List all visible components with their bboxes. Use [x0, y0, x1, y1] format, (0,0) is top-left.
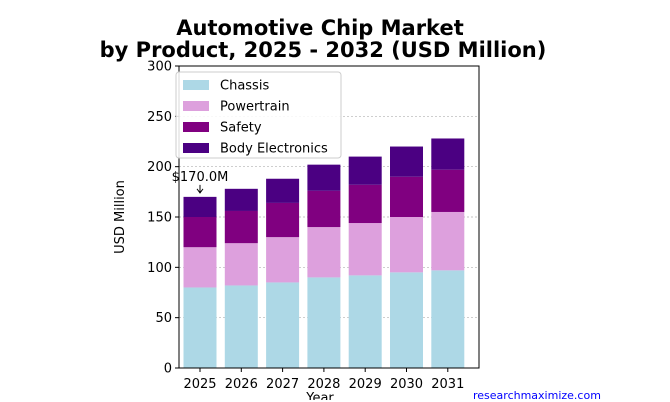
bar-body-electronics-2027	[266, 178, 300, 203]
bars	[183, 138, 465, 368]
y-tick-label-0: 0	[164, 362, 172, 377]
x-tick-label-2027: 2027	[266, 377, 299, 392]
x-axis-label: Year	[305, 391, 334, 400]
bar-powertrain-2027	[266, 237, 300, 283]
bar-body-electronics-2030	[390, 146, 423, 177]
bar-safety-2029	[348, 184, 382, 224]
legend-swatch-body-electronics	[183, 143, 209, 153]
bar-safety-2028	[307, 190, 341, 228]
bar-body-electronics-2029	[348, 156, 382, 185]
y-tick-label-100: 100	[147, 261, 172, 276]
bar-powertrain-2025	[183, 247, 217, 288]
bar-powertrain-2026	[224, 243, 258, 286]
bar-safety-2031	[431, 169, 465, 212]
x-tick-label-2025: 2025	[183, 377, 216, 392]
legend-label-chassis: Chassis	[220, 79, 269, 94]
legend-swatch-chassis	[183, 80, 209, 90]
x-tick-label-2026: 2026	[225, 377, 258, 392]
bar-safety-2030	[390, 176, 423, 217]
chart-title-line-1: Automotive Chip Market	[176, 16, 463, 40]
source-credit: researchmaximize.com	[473, 389, 601, 402]
legend-label-safety: Safety	[220, 121, 262, 136]
bar-body-electronics-2031	[431, 138, 465, 170]
annotation-text: $170.0M	[172, 170, 229, 185]
x-tick-label-2029: 2029	[349, 377, 382, 392]
y-tick-label-50: 50	[155, 311, 172, 326]
x-axis: 2025 2026 2027 2028 2029 2030 2031	[183, 368, 464, 392]
bar-powertrain-2031	[431, 211, 465, 271]
bar-chassis-2029	[348, 275, 382, 368]
bar-chassis-2028	[307, 277, 341, 368]
y-tick-label-250: 250	[147, 110, 172, 125]
y-axis: 0 50 100 150 200 250 300	[147, 60, 179, 377]
bar-powertrain-2028	[307, 227, 341, 278]
x-tick-label-2028: 2028	[307, 377, 340, 392]
legend-swatch-safety	[183, 122, 209, 132]
bar-safety-2027	[266, 202, 300, 238]
bar-chassis-2025	[183, 287, 217, 368]
total-annotation: $170.0M	[172, 170, 229, 194]
bar-chassis-2026	[224, 285, 258, 368]
y-axis-label: USD Million	[113, 180, 128, 254]
x-tick-label-2031: 2031	[431, 377, 464, 392]
bar-chassis-2027	[266, 282, 300, 368]
bar-chassis-2031	[431, 270, 465, 368]
legend-swatch-powertrain	[183, 101, 209, 111]
x-tick-label-2030: 2030	[390, 377, 423, 392]
bar-body-electronics-2026	[224, 188, 258, 211]
y-tick-label-200: 200	[147, 160, 172, 175]
y-tick-label-150: 150	[147, 211, 172, 226]
chart-title-line-2: by Product, 2025 - 2032 (USD Million)	[100, 38, 547, 62]
legend-label-body-electronics: Body Electronics	[220, 142, 328, 157]
bar-powertrain-2029	[348, 223, 382, 276]
bar-body-electronics-2028	[307, 164, 341, 191]
bar-safety-2025	[183, 217, 217, 248]
legend-box	[175, 71, 342, 159]
bar-chassis-2030	[390, 272, 423, 368]
bar-powertrain-2030	[390, 217, 423, 273]
annotation-arrow-head	[196, 188, 204, 194]
y-tick-label-300: 300	[147, 60, 172, 75]
bar-body-electronics-2025	[183, 196, 217, 217]
legend-label-powertrain: Powertrain	[220, 100, 290, 115]
legend: Chassis Powertrain Safety Body Electronics	[175, 71, 342, 159]
bar-safety-2026	[224, 210, 258, 244]
